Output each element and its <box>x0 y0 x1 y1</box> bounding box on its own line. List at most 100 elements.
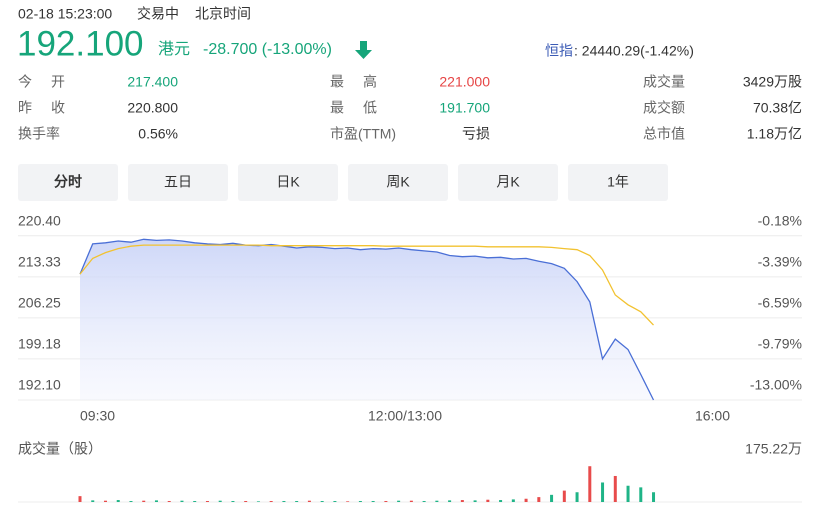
volume-bar <box>537 497 541 502</box>
stat-label: 成交额 <box>643 100 685 116</box>
price-line <box>79 238 655 401</box>
stat-label: 市盈(TTM) <box>330 126 396 142</box>
volume-bar <box>448 500 452 502</box>
stat-value: 191.700 <box>439 100 490 116</box>
volume-bar <box>473 500 477 502</box>
tab[interactable] <box>348 164 448 201</box>
stat-label: 换手率 <box>18 126 60 142</box>
volume-bar <box>295 501 299 502</box>
x-tick-label: 16:00 <box>695 408 730 424</box>
price-area <box>80 239 654 400</box>
volume-bar <box>167 501 171 502</box>
volume-bar <box>601 482 605 502</box>
stat-label: 今开 <box>18 74 84 90</box>
tab[interactable] <box>128 164 228 201</box>
tab-label[interactable]: 五日 <box>164 174 192 190</box>
volume-bar <box>613 475 617 502</box>
y2-tick-label: -3.39% <box>758 254 802 270</box>
down-arrow <box>355 41 372 59</box>
volume-bar <box>244 501 248 502</box>
volume-bar <box>307 500 311 502</box>
stat-label: 成交量 <box>643 74 685 90</box>
datetime: 02-18 15:23:00 <box>18 6 112 22</box>
volume-bar <box>422 501 426 502</box>
change: -28.700 (-13.00%) <box>203 41 332 58</box>
volume-title: 成交量（股） <box>18 441 102 457</box>
tab[interactable] <box>458 164 558 201</box>
y-tick-label: 199.18 <box>18 336 61 352</box>
chart: 220.40 213.33 206.25 199.18 192.10 -0.18% -3.3… <box>18 212 802 503</box>
tab-label[interactable]: 月K <box>496 174 520 190</box>
status: 交易中 <box>137 6 179 22</box>
volume-bar <box>154 500 158 502</box>
stat-label: 最高 <box>330 74 396 90</box>
volume-bar <box>358 501 362 502</box>
index-value: : 24440.29(-1.42%) <box>574 43 694 59</box>
volume-bar <box>639 487 643 502</box>
x-tick-label: 12:00/13:00 <box>368 408 442 424</box>
tab[interactable] <box>238 164 338 201</box>
volume-bar <box>371 501 375 502</box>
x-tick-label: 09:30 <box>80 408 115 424</box>
stat-value: 亏损 <box>462 126 490 142</box>
tab-label[interactable]: 日K <box>276 174 300 190</box>
volume-bar <box>269 501 273 502</box>
volume-bar <box>486 499 490 502</box>
volume-bar <box>499 500 503 502</box>
y-tick-label: 213.33 <box>18 254 61 270</box>
volume-bar <box>91 500 95 502</box>
volume-bar <box>562 490 566 502</box>
volume-bar <box>193 501 197 502</box>
y-tick-label: 175.22万 <box>745 441 802 457</box>
volume-bar <box>142 500 146 502</box>
volume-bar <box>282 501 286 502</box>
y-tick-label: 220.40 <box>18 212 61 228</box>
y2-tick-label: -6.59% <box>758 295 802 311</box>
tab-label[interactable]: 1年 <box>607 174 629 190</box>
volume-bar <box>652 492 656 502</box>
volume-bar <box>626 485 630 502</box>
volume-bar <box>78 496 82 502</box>
y-tick-label: 192.10 <box>18 377 61 393</box>
stat-value: 220.800 <box>127 100 178 116</box>
volume-bar <box>231 501 235 502</box>
volume-bar <box>397 500 401 502</box>
volume-bar <box>588 466 592 502</box>
stat-value: 70.38亿 <box>753 100 802 116</box>
volume-bar <box>435 500 439 502</box>
volume-bar <box>103 500 107 502</box>
stat-label: 昨收 <box>18 100 84 116</box>
price: 192.100 <box>17 24 144 63</box>
y2-tick-label: -13.00% <box>750 377 802 393</box>
volume-bar <box>346 501 350 502</box>
stat-label: 最低 <box>330 100 396 116</box>
tab-label[interactable]: 分时 <box>54 174 82 190</box>
y2-tick-label: -0.18% <box>758 213 802 229</box>
volume-bar <box>511 499 515 502</box>
tab[interactable] <box>568 164 668 201</box>
currency: 港元 <box>158 40 190 58</box>
tabs: 分时 五日 日K 周K 月K 1年 <box>18 164 668 201</box>
y-tick-label: 206.25 <box>18 295 61 311</box>
tab[interactable] <box>18 164 118 201</box>
index-name[interactable]: 恒指 <box>545 43 573 59</box>
y2-tick-label: -9.79% <box>758 336 802 352</box>
average-line <box>79 244 654 326</box>
volume-bar <box>320 501 324 502</box>
timezone: 北京时间 <box>195 6 251 22</box>
stat-label: 总市值 <box>643 126 685 142</box>
volume-bar <box>524 498 528 502</box>
volume-bar <box>256 501 260 502</box>
tab-label[interactable]: 周K <box>386 174 410 190</box>
volume-bar <box>575 492 579 502</box>
volume-bar <box>218 500 222 502</box>
volume-bar <box>180 500 184 502</box>
stat-value: 0.56% <box>138 126 178 142</box>
volume-bar <box>129 501 133 502</box>
volume-bar <box>460 500 464 502</box>
stat-value: 221.000 <box>439 74 490 90</box>
volume-bar <box>333 501 337 502</box>
stat-value: 217.400 <box>127 74 178 90</box>
stat-value: 1.18万亿 <box>747 126 802 142</box>
